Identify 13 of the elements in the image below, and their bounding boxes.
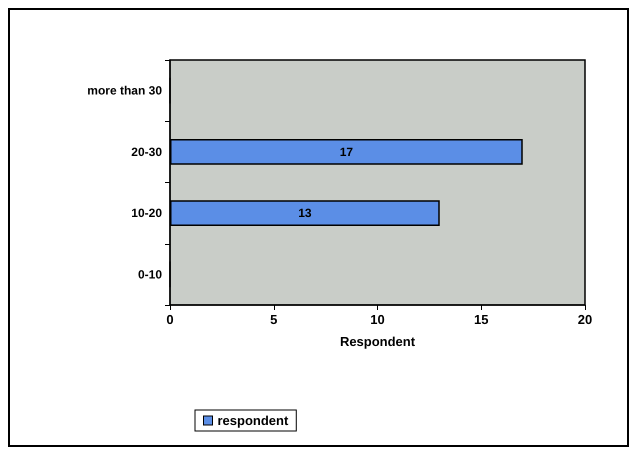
y-tick-label: 20-30 xyxy=(131,144,162,159)
data-label: 13 xyxy=(298,206,312,220)
y-tick-label: 0-10 xyxy=(138,267,162,282)
x-tick-label: 10 xyxy=(370,312,385,327)
legend-label: respondent xyxy=(218,413,289,428)
y-tick-label: 10-20 xyxy=(131,206,162,220)
x-axis-title: Respondent xyxy=(340,334,416,349)
x-tick-label: 15 xyxy=(474,312,488,327)
x-tick-label: 5 xyxy=(270,312,278,327)
data-label: 17 xyxy=(340,144,354,159)
x-tick-label: 0 xyxy=(166,312,174,327)
y-tick-label: more than 30 xyxy=(87,84,162,98)
x-tick-label: 20 xyxy=(578,312,592,327)
